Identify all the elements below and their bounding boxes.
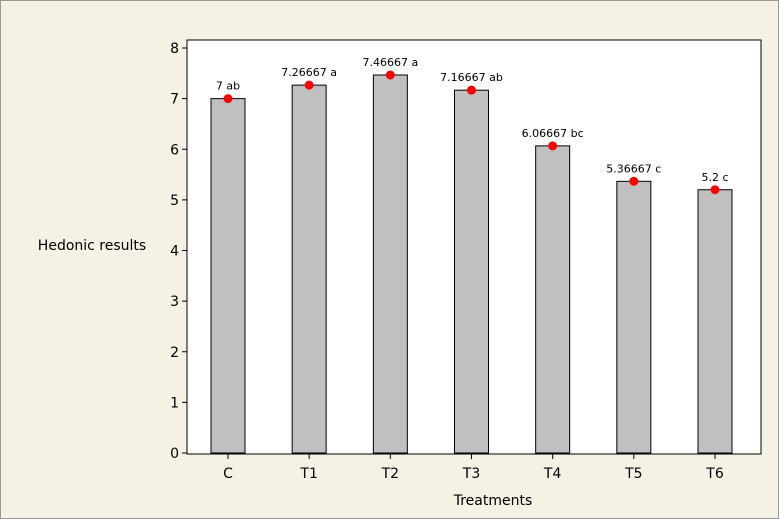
x-axis-title: Treatments	[453, 493, 533, 509]
y-axis: 0 1 2 3 4 5 6 7 8	[170, 41, 187, 462]
y-tick-label: 8	[170, 41, 179, 57]
x-tick-label: T3	[462, 466, 480, 482]
x-tick-label: T4	[543, 466, 562, 482]
data-point	[223, 94, 233, 104]
data-label: 5.36667 c	[606, 162, 661, 175]
y-tick-label: 3	[170, 294, 179, 310]
y-tick-label: 1	[170, 395, 179, 411]
bar	[291, 84, 327, 454]
bar	[616, 180, 652, 454]
data-label: 7.46667 a	[362, 56, 418, 69]
x-axis: C T1 T2 T3 T4 T5 T6	[223, 454, 724, 482]
x-tick-label: T5	[624, 466, 642, 482]
data-point	[710, 185, 720, 195]
data-label: 7.16667 ab	[440, 71, 503, 84]
y-axis-title: Hedonic results	[38, 238, 146, 254]
x-tick-label: C	[223, 466, 233, 482]
x-tick-label: T6	[705, 466, 724, 482]
data-label: 7.26667 a	[281, 66, 337, 79]
data-label: 6.06667 bc	[522, 127, 584, 140]
data-point	[467, 85, 476, 95]
y-tick-label: 0	[170, 446, 179, 462]
data-point	[548, 141, 558, 151]
bar	[535, 145, 571, 454]
data-point	[385, 70, 395, 80]
y-tick-label: 6	[170, 142, 179, 158]
bar	[372, 74, 408, 454]
data-label: 5.2 c	[701, 171, 728, 184]
y-tick-label: 2	[170, 345, 179, 361]
data-point	[629, 176, 639, 186]
data-point	[304, 80, 314, 90]
bar	[454, 89, 489, 454]
y-tick-label: 7	[170, 92, 179, 108]
bar	[210, 98, 246, 454]
y-tick-label: 5	[170, 193, 179, 209]
bar	[697, 189, 733, 454]
y-tick-label: 4	[170, 244, 179, 260]
x-tick-label: T2	[381, 466, 399, 482]
data-labels-group: 7 ab 7.26667 a 7.46667 a 7.16667 ab 6.06667 …	[216, 56, 729, 195]
bars-group	[210, 74, 733, 454]
data-label: 7 ab	[216, 80, 240, 93]
x-tick-label: T1	[299, 466, 317, 482]
